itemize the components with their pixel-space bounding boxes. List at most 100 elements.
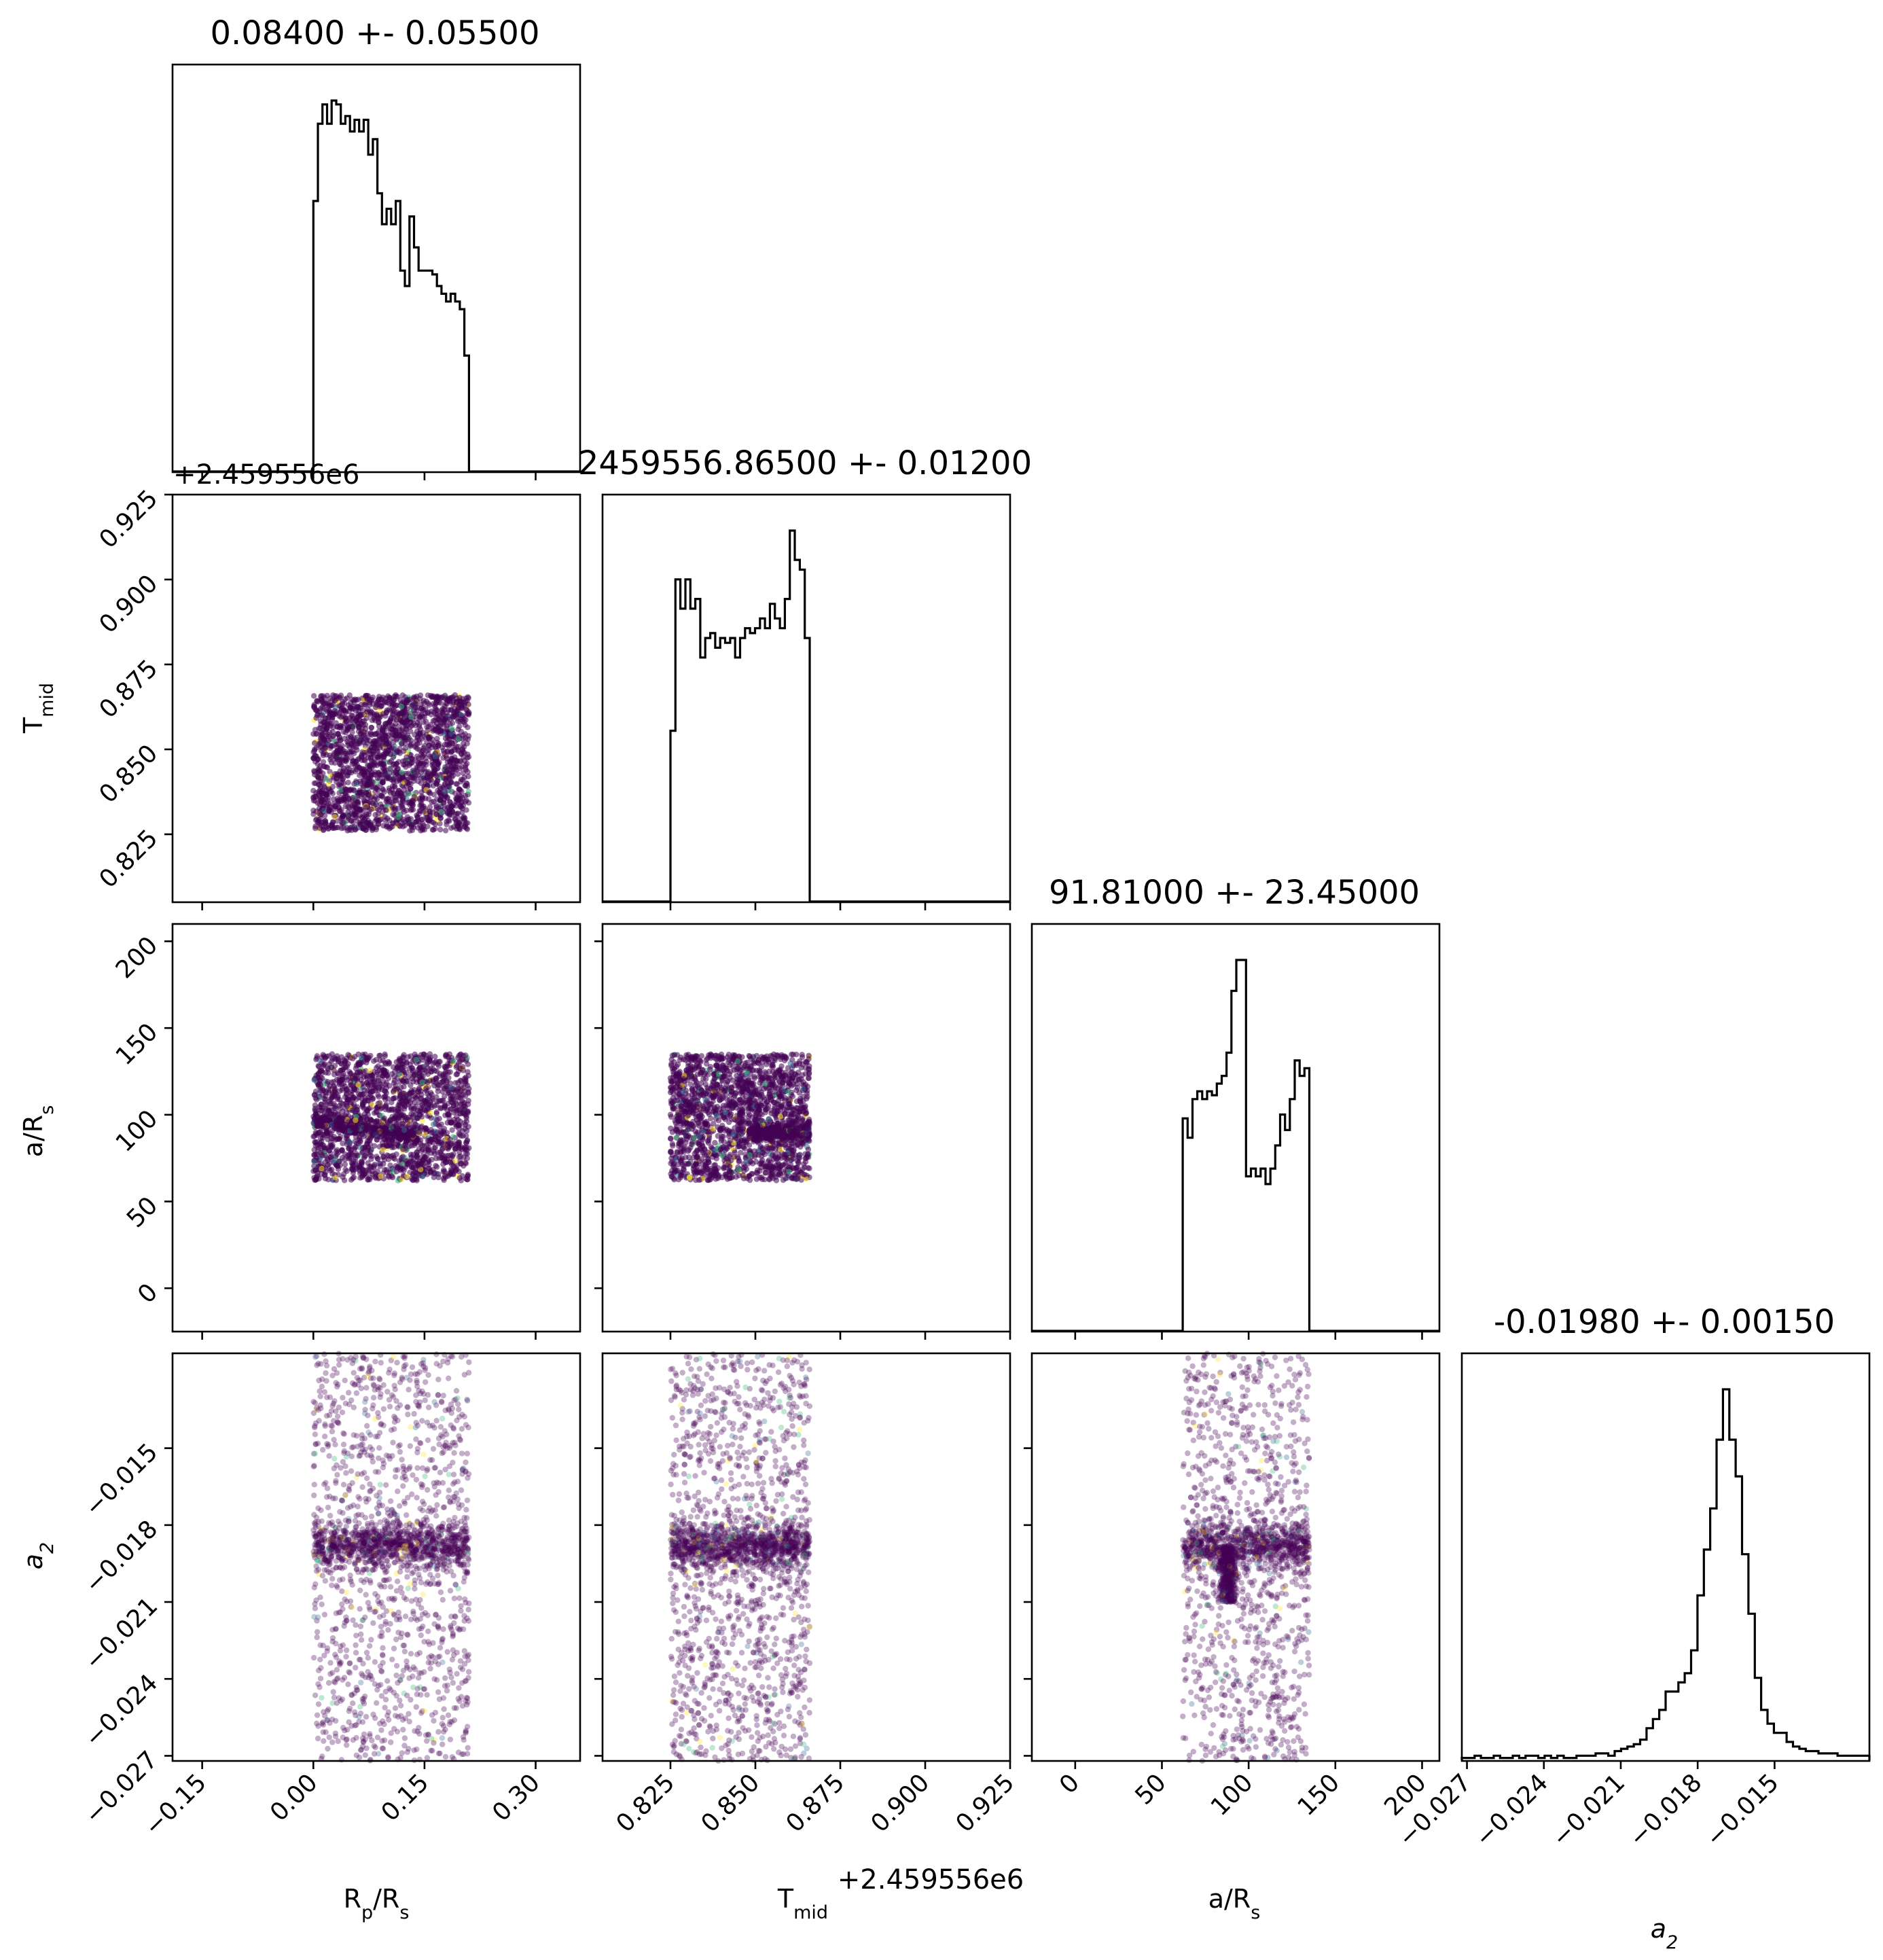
scatter-point	[460, 732, 466, 738]
scatter-point	[426, 789, 432, 796]
scatter-point	[424, 724, 430, 730]
scatter-point	[394, 779, 400, 785]
scatter-point	[400, 758, 406, 764]
scatter-point	[432, 753, 439, 760]
scatter-point	[381, 1067, 387, 1073]
scatter-point	[313, 1131, 319, 1137]
scatter-point	[366, 1054, 372, 1061]
scatter-point	[408, 1128, 414, 1135]
scatter-point	[398, 1112, 405, 1118]
scatter-point	[365, 817, 372, 824]
scatter-point	[353, 717, 359, 724]
scatter-point	[387, 766, 393, 772]
scatter-point	[331, 1122, 338, 1128]
scatter-point	[353, 1117, 359, 1124]
scatter-point	[440, 1078, 446, 1085]
scatter-point	[316, 788, 322, 795]
scatter-point	[433, 773, 440, 779]
scatter-point	[442, 706, 448, 713]
scatter-point	[455, 771, 461, 777]
scatter-point	[414, 812, 420, 819]
scatter-point	[449, 774, 455, 781]
scatter-point	[460, 777, 466, 783]
scatter-point	[462, 1160, 468, 1166]
scatter-point	[437, 1071, 444, 1077]
scatter-point	[445, 1111, 451, 1118]
scatter-point	[385, 1173, 391, 1179]
scatter-point	[321, 784, 327, 791]
scatter-point	[358, 720, 365, 727]
scatter-point	[465, 711, 471, 717]
scatter-point	[398, 703, 405, 710]
scatter-point	[396, 1058, 402, 1064]
scatter-point	[310, 811, 317, 817]
scatter-point	[357, 1135, 363, 1141]
scatter-point	[389, 1124, 396, 1131]
scatter-point	[438, 1121, 444, 1128]
scatter-point	[394, 1064, 401, 1070]
scatter-point	[437, 1149, 444, 1156]
scatter-point	[367, 1082, 374, 1088]
scatter-point	[425, 1079, 431, 1086]
scatter-point	[384, 734, 391, 741]
scatter-point	[338, 706, 344, 712]
scatter-point	[365, 1160, 371, 1166]
scatter-point	[323, 791, 329, 798]
scatter-point	[334, 775, 340, 782]
scatter-point	[383, 1142, 390, 1149]
scatter-point	[465, 788, 471, 795]
scatter-point	[379, 785, 385, 792]
scatter-point	[331, 1158, 337, 1164]
scatter-point	[412, 732, 418, 738]
scatter-point	[441, 1177, 447, 1183]
panel-frame	[171, 63, 581, 474]
scatter-point	[441, 800, 447, 806]
panel-rp-rs-vs-a-rs	[164, 923, 581, 1340]
scatter-point	[455, 1122, 462, 1128]
scatter-point	[435, 760, 441, 766]
scatter-point	[349, 1125, 355, 1132]
scatter-point	[375, 715, 381, 721]
scatter-point	[346, 1139, 353, 1145]
scatter-point	[419, 1079, 425, 1086]
scatter-point	[338, 714, 344, 720]
scatter-point	[375, 1092, 381, 1098]
scatter-point	[432, 821, 438, 827]
scatter-point	[333, 1056, 339, 1063]
scatter-point	[339, 700, 346, 707]
scatter-point	[400, 794, 406, 801]
scatter-point	[434, 694, 440, 700]
scatter-point	[456, 819, 463, 826]
scatter-point	[372, 756, 378, 762]
scatter-point	[374, 1137, 380, 1143]
scatter-point	[326, 729, 333, 736]
scatter-point	[387, 1117, 393, 1123]
scatter-point	[344, 825, 350, 831]
scatter-point	[327, 1101, 333, 1107]
scatter-point	[363, 790, 370, 797]
scatter-point	[359, 1099, 366, 1106]
scatter-point	[392, 806, 398, 813]
scatter-point	[408, 1164, 414, 1171]
scatter-point	[342, 1161, 348, 1168]
scatter-point	[456, 825, 463, 831]
scatter-point	[389, 726, 395, 732]
scatter-point	[415, 760, 422, 766]
histogram-rp-rs	[173, 99, 580, 473]
scatter-point	[418, 1141, 424, 1147]
scatter-point	[354, 734, 361, 741]
scatter-point	[401, 1127, 408, 1133]
scatter-point	[380, 711, 387, 717]
scatter-point	[353, 1073, 360, 1079]
scatter-point	[408, 755, 414, 762]
scatter-point	[367, 1116, 374, 1122]
scatter-point	[465, 1069, 471, 1075]
scatter-point	[312, 1095, 319, 1101]
scatter-point	[347, 1054, 353, 1061]
scatter-point	[374, 1118, 380, 1125]
scatter-point	[375, 1156, 381, 1162]
scatter-point	[374, 785, 380, 792]
scatter-point	[460, 1064, 466, 1070]
scatter-point	[345, 779, 351, 786]
scatter-point	[446, 783, 452, 790]
